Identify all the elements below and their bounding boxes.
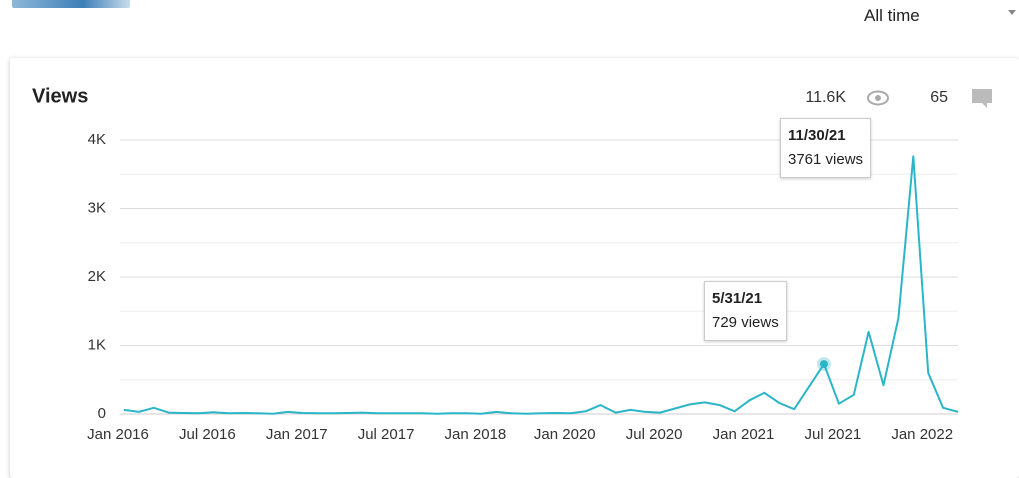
tooltip-date: 5/31/21	[712, 290, 763, 307]
thumbnail[interactable]	[12, 0, 130, 8]
chart-title: Views	[32, 85, 88, 107]
comments-stat: 65	[930, 89, 948, 106]
x-tick-label: Jul 2020	[626, 426, 683, 443]
range-selector[interactable]: All time	[864, 6, 920, 25]
x-tick-label: Jul 2016	[179, 426, 236, 443]
views-stat: 11.6K	[805, 89, 846, 106]
eye-icon	[867, 90, 889, 106]
y-tick-label: 0	[98, 405, 106, 422]
comment-icon	[972, 89, 992, 108]
y-tick-label: 4K	[88, 131, 106, 148]
tooltip-text: 729 views	[712, 314, 779, 331]
x-tick-label: Jul 2021	[804, 426, 861, 443]
y-tick-label: 3K	[88, 199, 106, 216]
x-tick-label: Jan 2022	[891, 426, 953, 443]
x-tick-label: Jan 2021	[713, 426, 775, 443]
y-tick-label: 2K	[88, 268, 106, 285]
x-tick-label: Jan 2017	[266, 426, 328, 443]
tooltip: 11/30/21 3761 views	[780, 118, 872, 178]
dropdown-caret[interactable]	[1008, 10, 1016, 15]
x-tick-label: Jul 2017	[358, 426, 415, 443]
tooltip-text: 3761 views	[788, 151, 864, 168]
x-tick-label: Jan 2016	[87, 426, 149, 443]
line	[123, 155, 959, 415]
x-tick-label: Jan 2020	[534, 426, 596, 443]
y-tick-label: 1K	[88, 336, 106, 353]
highlight-point	[819, 360, 828, 369]
tooltip: 5/31/21 729 views	[704, 281, 787, 341]
x-tick-label: Jan 2018	[445, 426, 507, 443]
tooltip-date: 11/30/21	[788, 127, 846, 144]
